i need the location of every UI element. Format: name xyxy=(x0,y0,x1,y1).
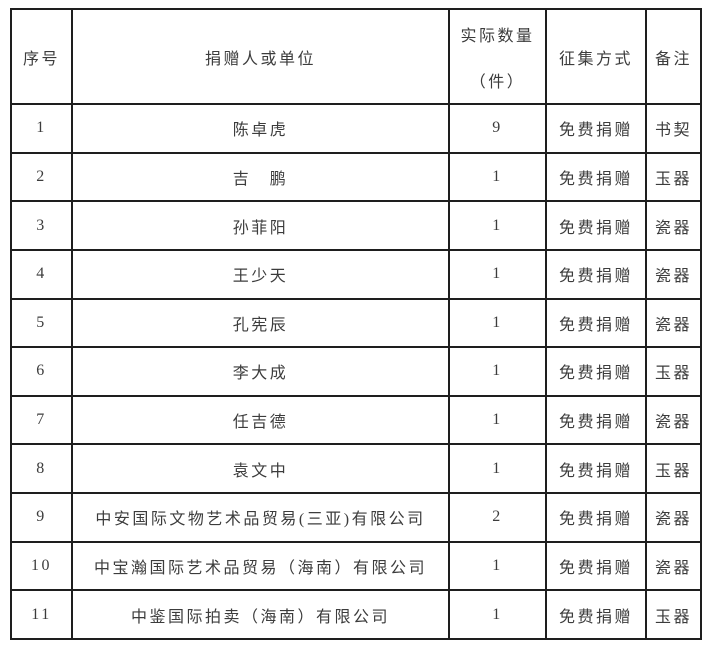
cell-donor: 孙菲阳 xyxy=(71,200,450,251)
cell-index: 9 xyxy=(10,492,73,543)
cell-remark: 瓷器 xyxy=(645,394,702,446)
cell-method: 免费捐赠 xyxy=(545,394,647,446)
cell-quantity: 1 xyxy=(448,200,547,251)
cell-donor: 李大成 xyxy=(71,346,450,397)
header-row: 序号 捐赠人或单位 实际数量 （件） 征集方式 备注 xyxy=(10,8,702,105)
donation-table: 序号 捐赠人或单位 实际数量 （件） 征集方式 备注 1 陈卓虎 9 免费捐赠 … xyxy=(10,8,702,640)
cell-quantity: 1 xyxy=(448,443,547,494)
cell-remark: 玉器 xyxy=(645,346,702,397)
table-row: 6 李大成 1 免费捐赠 玉器 xyxy=(10,346,702,397)
table-row: 9 中安国际文物艺术品贸易(三亚)有限公司 2 免费捐赠 瓷器 xyxy=(10,492,702,543)
table-row: 1 陈卓虎 9 免费捐赠 书契 xyxy=(10,103,702,154)
cell-donor: 中鉴国际拍卖（海南）有限公司 xyxy=(71,589,450,640)
cell-remark: 瓷器 xyxy=(645,492,702,543)
cell-index: 11 xyxy=(10,589,73,640)
cell-donor: 孔宪辰 xyxy=(71,297,450,349)
cell-method: 免费捐赠 xyxy=(545,492,647,543)
header-donor: 捐赠人或单位 xyxy=(71,8,450,105)
cell-donor: 中安国际文物艺术品贸易(三亚)有限公司 xyxy=(71,492,450,543)
cell-remark: 玉器 xyxy=(645,443,702,494)
cell-index: 3 xyxy=(10,200,73,251)
cell-donor: 吉 鹏 xyxy=(71,151,450,203)
cell-quantity: 1 xyxy=(448,248,547,300)
donation-table-header: 序号 捐赠人或单位 实际数量 （件） 征集方式 备注 xyxy=(10,8,702,105)
cell-quantity: 1 xyxy=(448,151,547,203)
cell-method: 免费捐赠 xyxy=(545,540,647,592)
cell-remark: 瓷器 xyxy=(645,297,702,349)
cell-remark: 瓷器 xyxy=(645,200,702,251)
cell-index: 1 xyxy=(10,103,73,154)
cell-remark: 玉器 xyxy=(645,151,702,203)
header-quantity: 实际数量 （件） xyxy=(448,8,547,105)
table-row: 4 王少天 1 免费捐赠 瓷器 xyxy=(10,248,702,300)
header-index: 序号 xyxy=(10,8,73,105)
table-row: 7 任吉德 1 免费捐赠 瓷器 xyxy=(10,394,702,446)
header-quantity-line2: （件） xyxy=(469,73,526,91)
cell-quantity: 1 xyxy=(448,540,547,592)
cell-quantity: 2 xyxy=(448,492,547,543)
cell-quantity: 1 xyxy=(448,589,547,640)
cell-donor: 袁文中 xyxy=(71,443,450,494)
cell-index: 2 xyxy=(10,151,73,203)
cell-method: 免费捐赠 xyxy=(545,200,647,251)
cell-index: 7 xyxy=(10,394,73,446)
cell-method: 免费捐赠 xyxy=(545,589,647,640)
cell-donor: 陈卓虎 xyxy=(71,103,450,154)
header-quantity-line1: 实际数量 xyxy=(460,27,535,45)
cell-remark: 瓷器 xyxy=(645,248,702,300)
cell-index: 10 xyxy=(10,540,73,592)
table-row: 3 孙菲阳 1 免费捐赠 瓷器 xyxy=(10,200,702,251)
table-row: 11 中鉴国际拍卖（海南）有限公司 1 免费捐赠 玉器 xyxy=(10,589,702,640)
cell-quantity: 9 xyxy=(448,103,547,154)
cell-method: 免费捐赠 xyxy=(545,297,647,349)
cell-index: 8 xyxy=(10,443,73,494)
cell-index: 5 xyxy=(10,297,73,349)
cell-method: 免费捐赠 xyxy=(545,346,647,397)
table-row: 8 袁文中 1 免费捐赠 玉器 xyxy=(10,443,702,494)
cell-method: 免费捐赠 xyxy=(545,248,647,300)
cell-quantity: 1 xyxy=(448,346,547,397)
cell-remark: 书契 xyxy=(645,103,702,154)
cell-method: 免费捐赠 xyxy=(545,443,647,494)
header-remark: 备注 xyxy=(645,8,702,105)
cell-quantity: 1 xyxy=(448,394,547,446)
cell-donor: 任吉德 xyxy=(71,394,450,446)
cell-index: 6 xyxy=(10,346,73,397)
cell-donor: 王少天 xyxy=(71,248,450,300)
table-row: 10 中宝瀚国际艺术品贸易（海南）有限公司 1 免费捐赠 瓷器 xyxy=(10,540,702,592)
cell-quantity: 1 xyxy=(448,297,547,349)
cell-method: 免费捐赠 xyxy=(545,103,647,154)
cell-donor: 中宝瀚国际艺术品贸易（海南）有限公司 xyxy=(71,540,450,592)
cell-remark: 玉器 xyxy=(645,589,702,640)
cell-index: 4 xyxy=(10,248,73,300)
table-body: 1 陈卓虎 9 免费捐赠 书契 2 吉 鹏 1 免费捐赠 玉器 3 孙菲阳 1 … xyxy=(10,103,702,640)
table-row: 5 孔宪辰 1 免费捐赠 瓷器 xyxy=(10,297,702,349)
header-method: 征集方式 xyxy=(545,8,647,105)
cell-remark: 瓷器 xyxy=(645,540,702,592)
cell-method: 免费捐赠 xyxy=(545,151,647,203)
table-row: 2 吉 鹏 1 免费捐赠 玉器 xyxy=(10,151,702,203)
